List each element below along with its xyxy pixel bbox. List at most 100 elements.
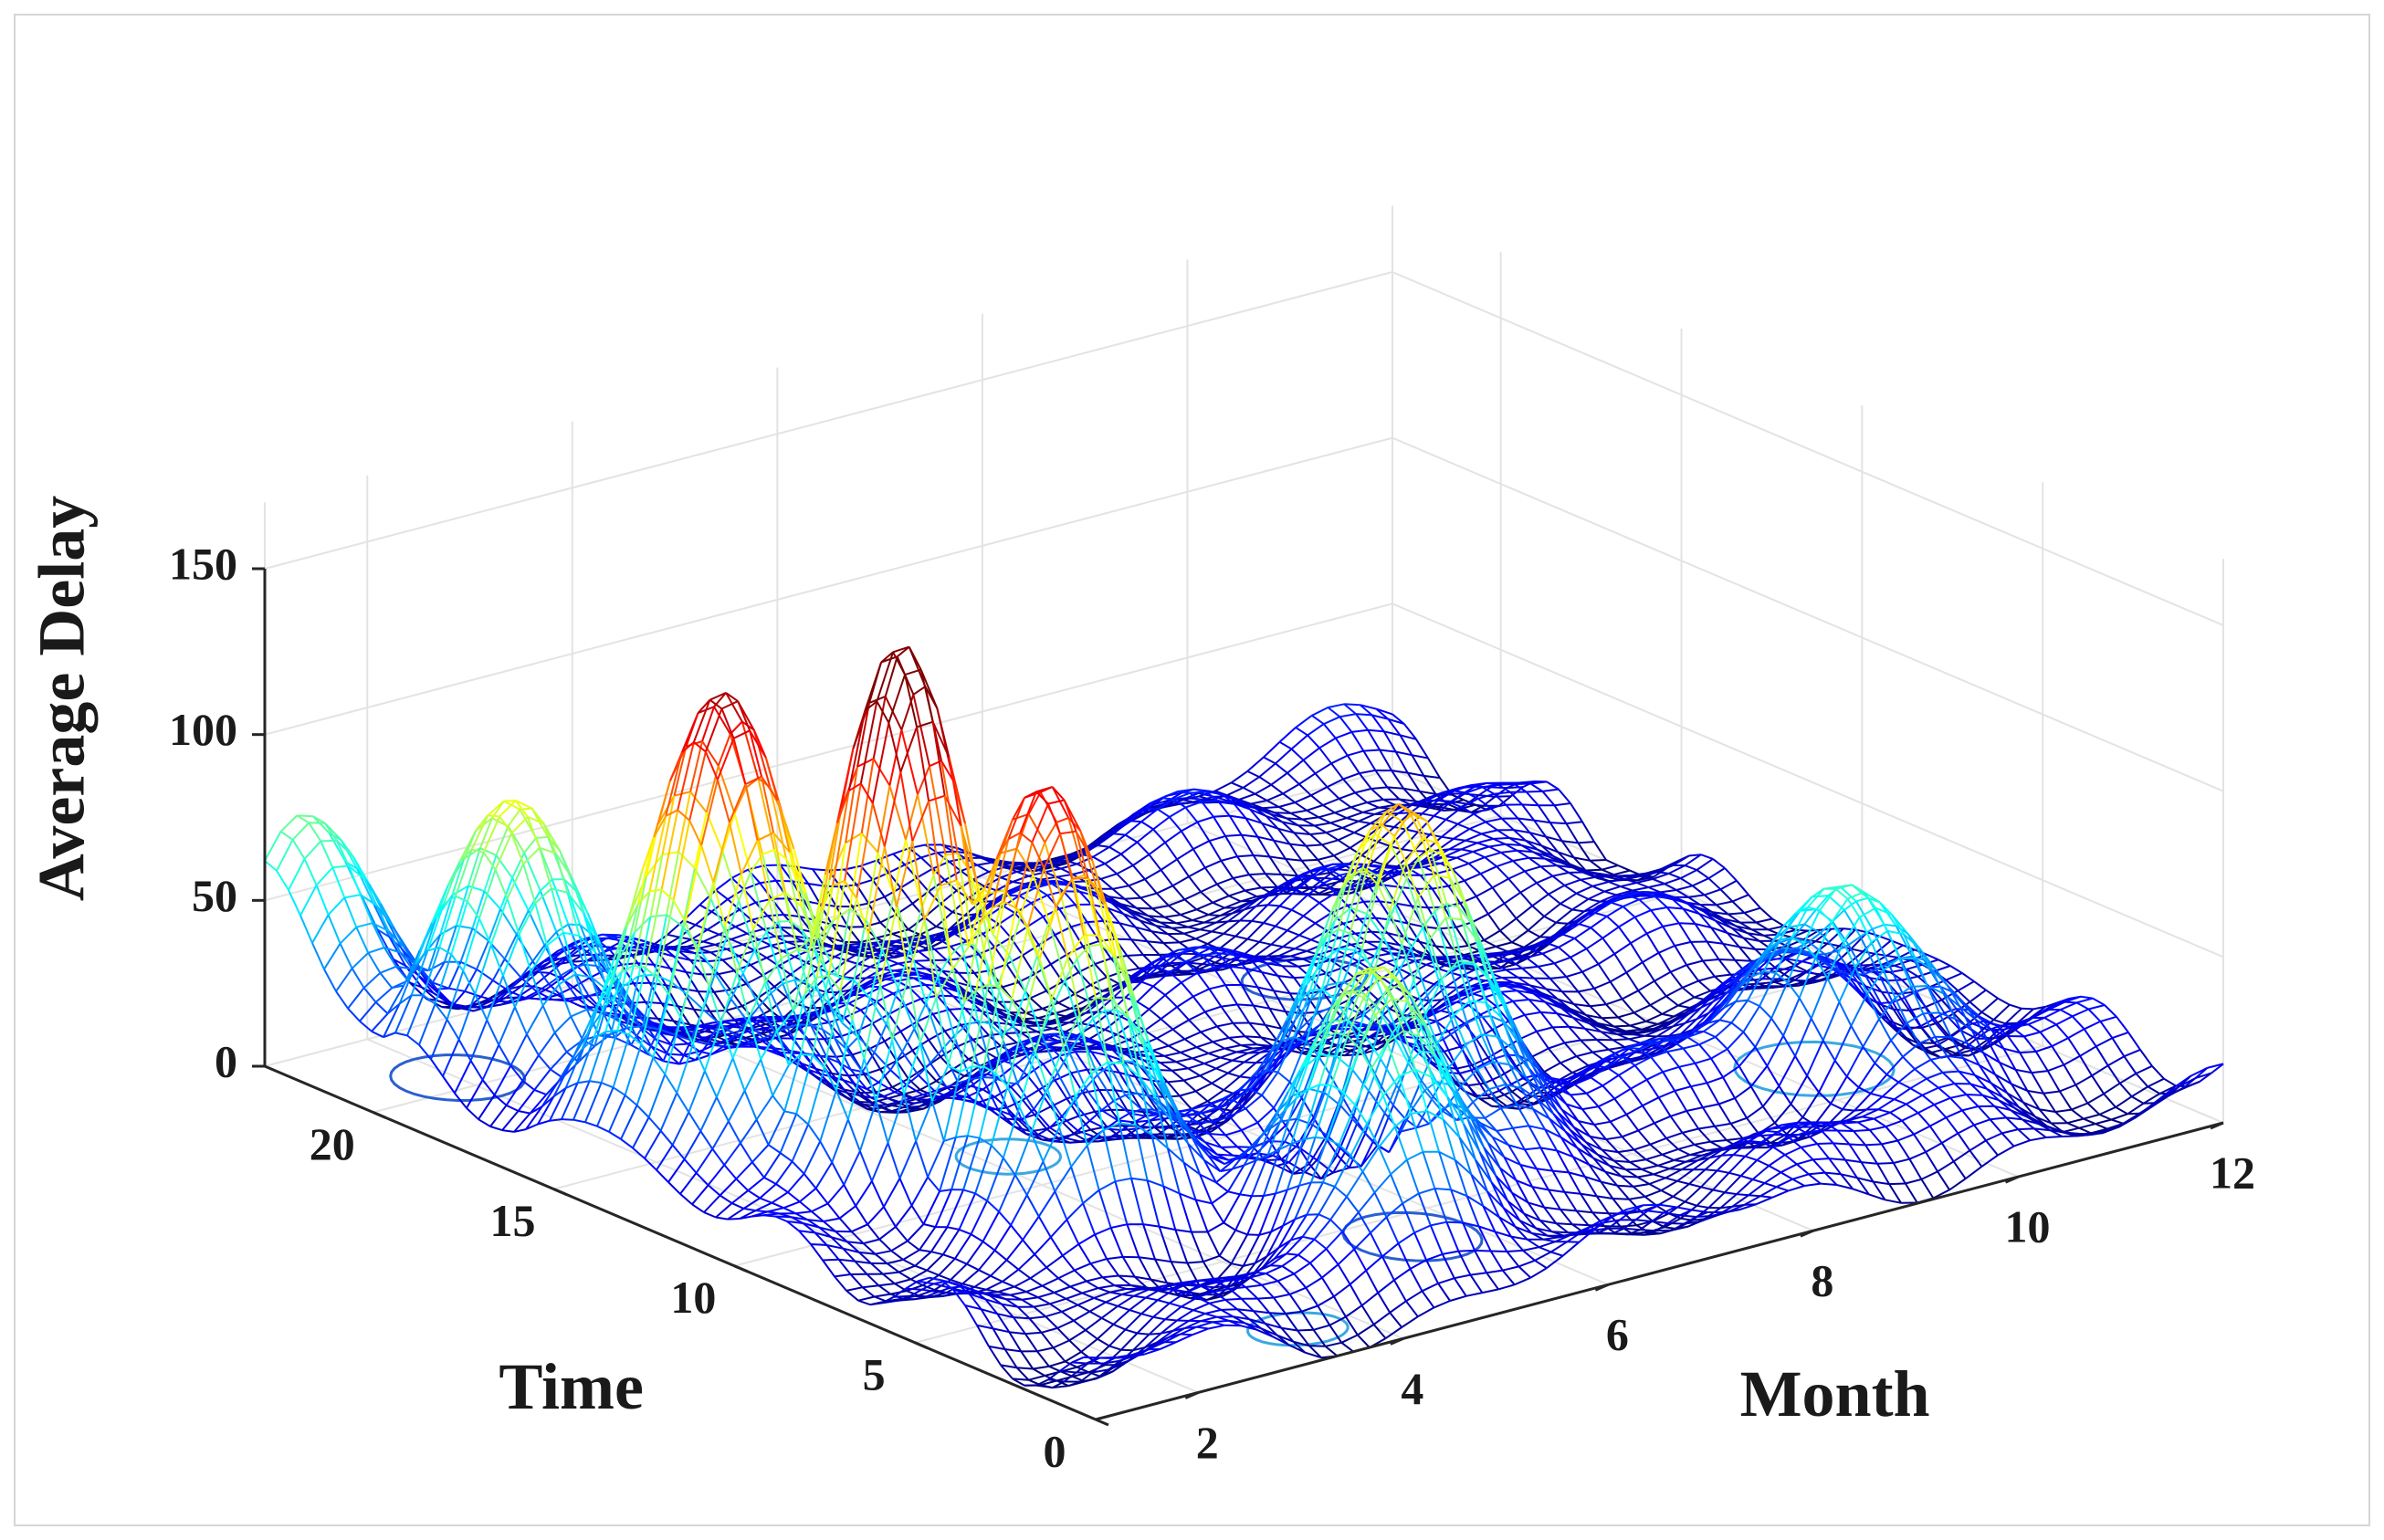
mesh-segment (1176, 1006, 1190, 1021)
mesh-segment (1680, 877, 1694, 887)
mesh-segment (584, 996, 598, 1009)
mesh-segment (1548, 885, 1565, 896)
mesh-segment (1443, 809, 1455, 812)
mesh-segment (726, 948, 740, 958)
mesh-segment (1229, 814, 1246, 820)
mesh-segment (355, 927, 370, 954)
mesh-segment (1347, 900, 1364, 906)
mesh-segment (386, 1002, 401, 1015)
mesh-segment (894, 940, 908, 946)
mesh-segment (1484, 851, 1502, 859)
mesh-segment (1197, 947, 1211, 955)
mesh-segment (1175, 922, 1189, 928)
mesh-segment (499, 908, 518, 936)
mesh-segment (1488, 843, 1506, 848)
mesh-segment (1591, 881, 1610, 887)
mesh-segment (1245, 886, 1262, 892)
mesh-segment (1434, 792, 1447, 801)
mesh-segment (1227, 1061, 1245, 1074)
mesh-segment (423, 917, 437, 955)
mesh-segment (1120, 841, 1139, 855)
mesh-segment (1221, 793, 1235, 804)
mesh-segment (1158, 799, 1171, 809)
mesh-segment (1479, 873, 1494, 889)
mesh-segment (1465, 833, 1482, 842)
mesh-segment (1402, 802, 1415, 808)
mesh-segment (426, 903, 445, 951)
mesh-segment (1354, 930, 1371, 935)
mesh-segment (451, 885, 469, 896)
mesh-segment (686, 971, 703, 976)
mesh-segment (1257, 808, 1271, 815)
mesh-segment (279, 814, 299, 833)
mesh-segment (1485, 821, 1498, 832)
mesh-segment (328, 833, 347, 863)
mesh-segment (1359, 772, 1372, 790)
mesh-segment (501, 934, 520, 977)
mesh-segment (1258, 776, 1272, 786)
mesh-segment (744, 783, 759, 841)
mesh-segment (1266, 800, 1280, 808)
mesh-segment (1519, 892, 1533, 906)
mesh-segment (536, 983, 550, 993)
mesh-segment (339, 926, 358, 945)
mesh-segment (1283, 946, 1296, 950)
mesh-segment (383, 1003, 401, 1038)
mesh-segment (1057, 1001, 1071, 1010)
mesh-segment (713, 989, 730, 993)
mesh-segment (521, 1054, 540, 1082)
mesh-segment (1382, 798, 1396, 806)
mesh-segment (362, 972, 381, 989)
mesh-segment (1411, 754, 1425, 777)
mesh-segment (1466, 794, 1480, 805)
mesh-segment (466, 852, 485, 902)
mesh-segment (1261, 885, 1277, 889)
mesh-segment (761, 848, 775, 855)
mesh-segment (1104, 863, 1118, 875)
mesh-segment (1179, 938, 1196, 944)
mesh-segment (981, 856, 993, 864)
mesh-segment (601, 1082, 614, 1089)
mesh-segment (733, 787, 748, 814)
mesh-segment (315, 885, 330, 916)
mesh-segment (937, 994, 954, 998)
mesh-segment (647, 1116, 662, 1132)
mesh-segment (589, 1080, 602, 1084)
mesh-segment (1215, 920, 1228, 924)
mesh-segment (1394, 751, 1409, 774)
mesh-segment (1646, 925, 1664, 935)
mesh-segment (1100, 873, 1118, 880)
mesh-segment (596, 1086, 614, 1127)
mesh-segment (864, 921, 881, 928)
mesh-segment (751, 919, 764, 930)
mesh-segment (1707, 867, 1726, 880)
mesh-segment (362, 987, 377, 1003)
mesh-segment (1180, 914, 1193, 922)
mesh-segment (1311, 714, 1325, 725)
mesh-segment (1254, 806, 1267, 817)
mesh-segment (1162, 802, 1175, 809)
mesh-segment (1301, 858, 1318, 862)
mesh-segment (726, 900, 740, 937)
mesh-segment (264, 831, 282, 862)
mesh-segment (442, 1075, 456, 1095)
mesh-segment (684, 1025, 697, 1029)
mesh-segment (1318, 902, 1332, 914)
mesh-segment (1515, 917, 1529, 931)
mesh-segment (1279, 905, 1292, 911)
mesh-segment (1724, 867, 1738, 882)
mesh-segment (687, 946, 699, 949)
mesh-segment (1228, 815, 1243, 836)
mesh-segment (1555, 908, 1573, 924)
mesh-segment (1543, 916, 1557, 924)
grid-line (1392, 436, 2224, 792)
mesh-segment (457, 993, 477, 1041)
mesh-segment (1406, 772, 1421, 792)
mesh-segment (498, 1006, 516, 1046)
mesh-segment (545, 949, 559, 961)
mesh-segment (1237, 1003, 1254, 1007)
mesh-segment (1183, 932, 1197, 940)
mesh-segment (1540, 864, 1558, 868)
mesh-segment (335, 968, 353, 992)
